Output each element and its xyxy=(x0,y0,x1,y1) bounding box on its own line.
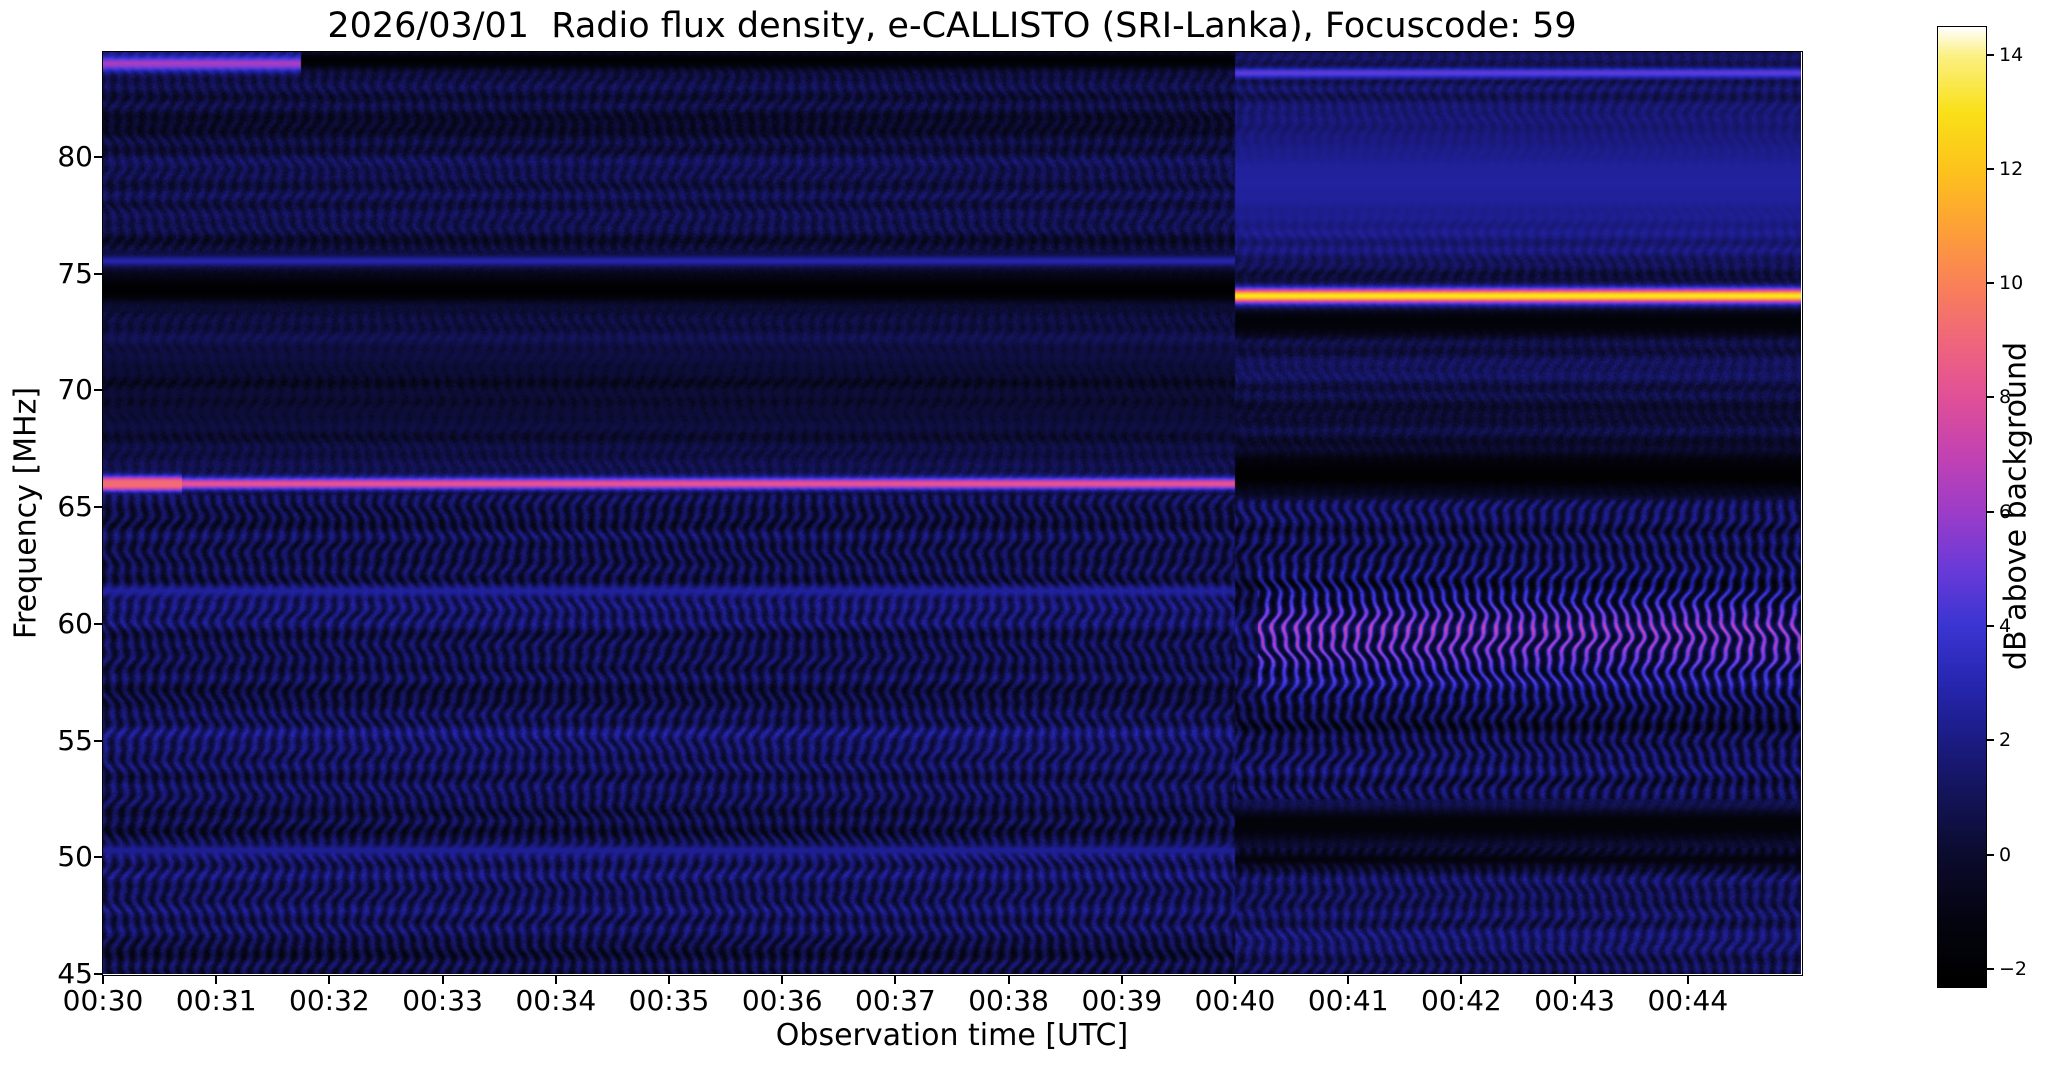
colorbar-tick-label: 14 xyxy=(1999,43,2024,66)
colorbar-tick-label: 8 xyxy=(1999,386,2012,409)
y-tick-mark xyxy=(94,272,103,275)
y-tick-mark xyxy=(94,506,103,509)
colorbar-canvas xyxy=(1937,26,1987,988)
x-tick-mark xyxy=(1460,975,1463,984)
y-tick-label: 60 xyxy=(57,606,93,640)
y-tick-label: 70 xyxy=(57,373,93,407)
x-tick-mark xyxy=(668,975,670,984)
colorbar-tick-mark xyxy=(1986,510,1994,513)
x-tick-label: 00:30 xyxy=(62,984,144,1017)
x-tick-label: 00:36 xyxy=(741,984,823,1017)
x-tick-label: 00:40 xyxy=(1194,984,1276,1017)
x-tick-label: 00:39 xyxy=(1081,984,1163,1017)
x-tick-mark xyxy=(102,975,104,984)
x-axis-label: Observation time [UTC] xyxy=(775,1018,1129,1053)
colorbar-tick-label: 10 xyxy=(1999,272,2024,295)
x-tick-label: 00:33 xyxy=(402,984,483,1017)
colorbar-tick-mark xyxy=(1986,739,1994,742)
x-tick-label: 00:37 xyxy=(855,984,936,1017)
x-tick-mark xyxy=(1120,975,1123,984)
colorbar-tick-label: 0 xyxy=(1999,843,2012,866)
y-tick-mark xyxy=(94,622,103,625)
x-tick-label: 00:42 xyxy=(1421,984,1502,1017)
x-tick-label: 00:43 xyxy=(1534,984,1615,1017)
x-tick-label: 00:32 xyxy=(289,984,370,1017)
y-tick-label: 75 xyxy=(57,256,93,290)
colorbar-tick-mark xyxy=(1986,853,1994,856)
chart-title: 2026/03/01 Radio flux density, e-CALLIST… xyxy=(327,6,1577,46)
x-tick-label: 00:38 xyxy=(968,984,1049,1017)
y-tick-label: 50 xyxy=(57,840,93,874)
x-tick-mark xyxy=(215,975,218,984)
x-tick-mark xyxy=(781,975,784,984)
y-tick-mark xyxy=(94,156,103,159)
colorbar-label: dB above background xyxy=(1998,341,2034,671)
colorbar-tick-label: 4 xyxy=(1999,615,2012,637)
y-tick-label: 45 xyxy=(57,957,93,990)
y-tick-mark xyxy=(94,856,103,859)
x-tick-mark xyxy=(1347,975,1350,984)
x-tick-mark xyxy=(1686,975,1689,984)
x-tick-mark xyxy=(554,975,557,984)
x-tick-mark xyxy=(894,975,897,984)
x-tick-mark xyxy=(328,975,331,984)
y-axis-label: Frequency [MHz] xyxy=(8,386,44,640)
colorbar-tick-label: 12 xyxy=(1999,157,2024,180)
x-tick-label: 00:41 xyxy=(1307,984,1389,1017)
x-tick-mark xyxy=(1573,975,1576,984)
x-tick-label: 00:44 xyxy=(1647,984,1729,1017)
x-tick-label: 00:35 xyxy=(628,984,710,1017)
x-tick-label: 00:34 xyxy=(515,984,597,1017)
x-tick-mark xyxy=(1007,975,1010,984)
y-tick-mark xyxy=(94,389,103,392)
x-tick-label: 00:31 xyxy=(175,984,257,1017)
colorbar-tick-mark xyxy=(1986,396,1994,399)
y-tick-label: 55 xyxy=(57,723,93,757)
colorbar-tick-mark xyxy=(1986,53,1994,56)
colorbar-tick-label: 6 xyxy=(1999,500,2012,523)
y-tick-label: 65 xyxy=(57,490,93,524)
x-tick-mark xyxy=(441,975,444,984)
y-tick-label: 80 xyxy=(57,140,93,174)
colorbar-tick-label: −2 xyxy=(1999,957,2028,980)
x-tick-mark xyxy=(1234,975,1236,984)
colorbar-tick-mark xyxy=(1986,167,1994,170)
y-tick-mark xyxy=(94,973,103,975)
colorbar-tick-mark xyxy=(1986,967,1994,970)
colorbar-tick-mark xyxy=(1986,282,1994,285)
spectrogram-canvas xyxy=(103,52,1801,974)
colorbar-tick-label: 2 xyxy=(1999,729,2012,752)
y-tick-mark xyxy=(94,739,103,742)
colorbar-tick-mark xyxy=(1986,625,1994,627)
